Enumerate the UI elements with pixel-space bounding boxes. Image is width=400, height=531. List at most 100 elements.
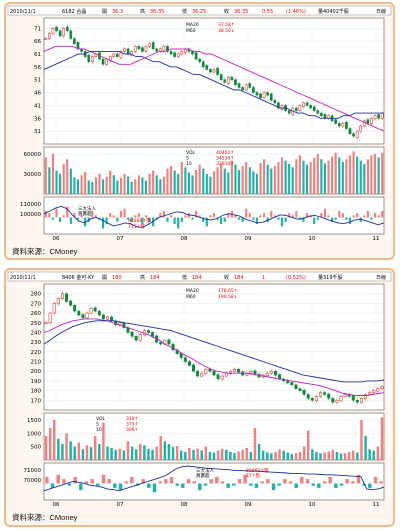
inst-bar-10 bbox=[101, 474, 106, 484]
price-tick-label: 36 bbox=[34, 116, 41, 122]
price-tick-label: 41 bbox=[34, 103, 41, 109]
price-plot-area bbox=[43, 283, 385, 411]
candle-body-59 bbox=[286, 380, 290, 384]
candle-body-71 bbox=[298, 105, 302, 111]
volume-bar-25 bbox=[147, 448, 150, 460]
candle-body-10 bbox=[85, 312, 89, 319]
volume-bar-36 bbox=[192, 449, 195, 460]
volume-bar-39 bbox=[184, 167, 187, 194]
volume-bar-41 bbox=[191, 175, 194, 194]
candle-body-56 bbox=[244, 84, 248, 91]
candle-body-35 bbox=[187, 361, 191, 366]
candle-body-8 bbox=[77, 310, 81, 316]
candle-body-0 bbox=[44, 322, 48, 325]
inst-bar-18 bbox=[109, 213, 112, 218]
inst-bar-32 bbox=[159, 213, 162, 218]
inst-bar-70 bbox=[295, 210, 298, 218]
volume-bar-69 bbox=[291, 167, 294, 194]
volume-bar-48 bbox=[241, 449, 244, 460]
inst-bar-63 bbox=[270, 210, 273, 218]
price-tick-label: 240 bbox=[31, 330, 42, 336]
candle-body-69 bbox=[327, 393, 331, 399]
ma-legend-name: M60 bbox=[186, 294, 196, 300]
candle-body-28 bbox=[144, 46, 148, 52]
candle-body-75 bbox=[312, 106, 316, 111]
inst-bar-14 bbox=[94, 215, 97, 218]
volume-bar-44 bbox=[225, 449, 228, 460]
inst-legend-label: 買賣超 bbox=[196, 472, 210, 479]
inst-tick-label: 70000 bbox=[24, 478, 42, 484]
candle-body-4 bbox=[60, 293, 64, 299]
candle-body-16 bbox=[101, 58, 105, 65]
price-tick-label: 260 bbox=[31, 311, 42, 317]
inst-bar-58 bbox=[373, 476, 378, 484]
volume-bar-47 bbox=[212, 171, 216, 194]
volume-bar-45 bbox=[205, 173, 208, 194]
volume-legend-value: 319↑ bbox=[126, 416, 138, 422]
candle-body-75 bbox=[351, 395, 355, 401]
candle-body-43 bbox=[220, 375, 224, 380]
candle-body-30 bbox=[151, 42, 155, 50]
volume-legend-value: 32910↑ bbox=[216, 161, 234, 167]
volume-bar-51 bbox=[227, 172, 230, 194]
price-tick-label: 51 bbox=[34, 78, 41, 84]
inst-bar-80 bbox=[331, 217, 334, 222]
inst-bar-89 bbox=[363, 215, 366, 218]
volume-bar-42 bbox=[216, 450, 220, 460]
candle-body-39 bbox=[184, 48, 187, 53]
volume-bar-19 bbox=[112, 175, 115, 194]
source-label: 資料來源：CMoney bbox=[12, 513, 78, 522]
inst-bar-6 bbox=[79, 483, 83, 491]
inst-bar-28 bbox=[203, 483, 208, 486]
inst-bar-84 bbox=[345, 217, 348, 220]
volume-bar-32 bbox=[159, 179, 162, 194]
inst-bar-94 bbox=[381, 210, 384, 218]
inst-bar-87 bbox=[356, 213, 359, 218]
volume-bar-60 bbox=[290, 454, 294, 460]
inst-bar-17 bbox=[105, 217, 108, 225]
volume-bar-7 bbox=[69, 168, 72, 194]
volume-bar-36 bbox=[173, 170, 176, 194]
inst-bar-34 bbox=[166, 217, 169, 222]
inst-bar-21 bbox=[164, 479, 168, 484]
candle-body-6 bbox=[65, 26, 69, 32]
volume-bar-21 bbox=[119, 177, 123, 194]
volume-bar-44 bbox=[202, 168, 205, 194]
volume-bar-25 bbox=[134, 179, 137, 194]
volume-bar-56 bbox=[245, 161, 248, 194]
volume-bar-80 bbox=[372, 450, 375, 460]
volume-bar-68 bbox=[288, 163, 291, 194]
inst-bar-23 bbox=[175, 483, 179, 486]
candle-body-66 bbox=[280, 105, 284, 110]
volume-bar-20 bbox=[126, 441, 130, 460]
inst-bar-79 bbox=[327, 215, 330, 218]
candle-body-45 bbox=[205, 65, 209, 70]
candle-body-49 bbox=[219, 74, 223, 80]
volume-bar-17 bbox=[105, 176, 108, 194]
inst-bar-66 bbox=[280, 217, 284, 227]
header-field-9: 184 bbox=[234, 275, 244, 281]
candle-body-25 bbox=[133, 46, 137, 52]
candle-body-57 bbox=[248, 83, 252, 88]
inst-bar-52 bbox=[339, 483, 344, 486]
volume-bar-71 bbox=[335, 451, 339, 460]
volume-bar-79 bbox=[368, 449, 371, 460]
candle-body-1 bbox=[48, 312, 52, 324]
volume-bar-56 bbox=[274, 451, 277, 460]
volume-bar-50 bbox=[249, 451, 253, 460]
volume-bar-76 bbox=[316, 153, 319, 194]
inst-bar-41 bbox=[277, 483, 281, 486]
volume-bar-12 bbox=[93, 435, 97, 460]
inst-bar-51 bbox=[227, 213, 230, 218]
candle-body-78 bbox=[364, 394, 368, 400]
volume-bar-34 bbox=[184, 451, 187, 460]
inst-bar-22 bbox=[123, 208, 126, 218]
inst-bar-50 bbox=[328, 476, 332, 484]
volume-bar-13 bbox=[98, 443, 101, 460]
volume-bar-6 bbox=[69, 441, 72, 460]
inst-bar-39 bbox=[184, 215, 187, 218]
volume-bar-21 bbox=[130, 446, 134, 460]
volume-bar-76 bbox=[356, 452, 359, 460]
header-field-13: 日線 bbox=[376, 274, 386, 281]
volume-bar-19 bbox=[122, 450, 126, 460]
